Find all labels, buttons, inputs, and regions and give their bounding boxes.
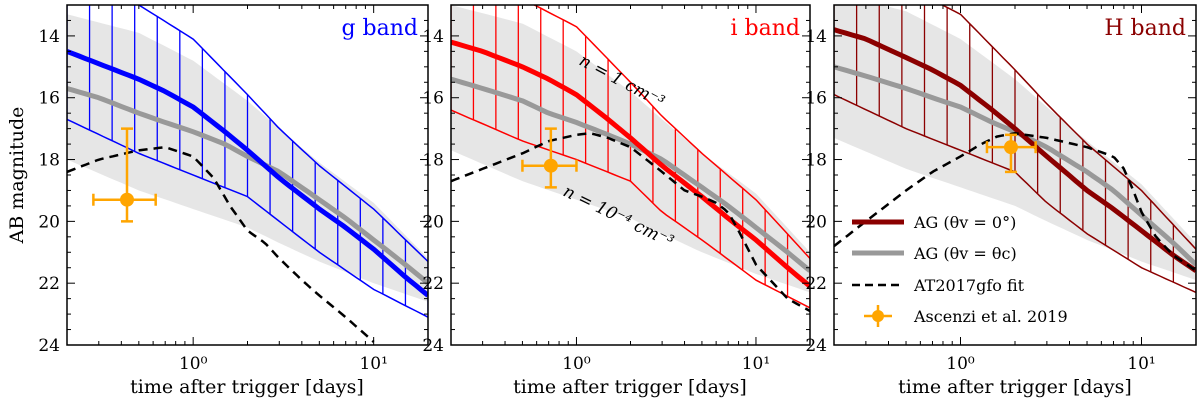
observation-point-i	[543, 158, 558, 173]
onaxis-line-H	[834, 27, 1196, 273]
band-label-g: g band	[341, 16, 418, 41]
legend-label-obs: Ascenzi et al. 2019	[913, 307, 1068, 326]
y-tick-label-i: 20	[422, 212, 444, 232]
y-tick-label-H: 16	[805, 89, 827, 109]
x-tick-label-H: 10⁰	[946, 354, 975, 374]
x-tick-label-g: 10⁰	[179, 354, 208, 374]
legend-label-kn: AT2017gfo fit	[913, 276, 1025, 295]
onaxis-line-g	[67, 49, 428, 298]
x-tick-label-H: 10¹	[1127, 354, 1155, 374]
x-tick-label-g: 10¹	[359, 354, 387, 374]
onaxis-band-lower-i	[451, 109, 810, 309]
y-tick-label-g: 20	[38, 212, 60, 232]
y-tick-label-g: 16	[38, 89, 60, 109]
band-label-i: i band	[731, 16, 800, 41]
y-tick-label-i: 14	[422, 27, 444, 47]
kilonova-line-g	[67, 146, 375, 343]
x-tick-label-i: 10¹	[742, 354, 770, 374]
kilonova-line-H	[834, 132, 1196, 272]
y-tick-label-g: 24	[38, 336, 60, 356]
x-axis-label-g: time after trigger [days]	[130, 376, 364, 398]
legend-label-ag-on: AG (θv = 0°)	[913, 213, 1016, 232]
observation-point-H	[1003, 140, 1018, 155]
legend-label-ag-off: AG (θv = θc)	[913, 244, 1017, 263]
y-tick-label-H: 24	[805, 336, 827, 356]
x-axis-label-i: time after trigger [days]	[513, 376, 747, 398]
y-tick-label-H: 18	[805, 151, 827, 171]
onaxis-band-upper-g	[136, 5, 428, 263]
y-tick-label-g: 14	[38, 27, 60, 47]
offaxis-line-g	[67, 86, 428, 286]
panel-g-band: 14 16 18 20 22 24 10⁰ 10¹ g band	[38, 4, 429, 374]
observation-point-g	[120, 192, 135, 207]
y-tick-label-i: 16	[422, 89, 444, 109]
onaxis-band-upper-H	[940, 5, 1196, 250]
y-tick-label-i: 22	[422, 274, 444, 294]
x-axis-label-H: time after trigger [days]	[898, 376, 1132, 398]
y-tick-label-i: 18	[422, 151, 444, 171]
offaxis-line-i	[451, 76, 810, 273]
y-tick-label-g: 22	[38, 274, 60, 294]
y-tick-label-H: 22	[805, 274, 827, 294]
y-tick-label-i: 24	[422, 336, 444, 356]
panel-i-band: 14 16 18 20 22 24 10⁰ 10¹ i band	[422, 4, 811, 374]
onaxis-line-i	[451, 39, 810, 289]
plot-area-i	[451, 5, 810, 313]
y-axis-label: AB magnitude	[6, 107, 28, 245]
y-tick-label-H: 20	[805, 212, 827, 232]
y-tick-label-g: 18	[38, 151, 60, 171]
legend-swatch-obs	[864, 305, 892, 327]
y-tick-label-H: 14	[805, 27, 827, 47]
kilonova-line-i	[451, 132, 810, 313]
x-tick-label-i: 10⁰	[562, 354, 591, 374]
plot-area-g	[67, 5, 428, 343]
legend: AG (θv = 0°) AG (θv = θc) AT2017gfo fit …	[852, 213, 1068, 327]
panel-H-band: 14 16 18 20 22 24 10⁰ 10¹ H band	[805, 4, 1197, 374]
band-label-H: H band	[1104, 16, 1186, 41]
